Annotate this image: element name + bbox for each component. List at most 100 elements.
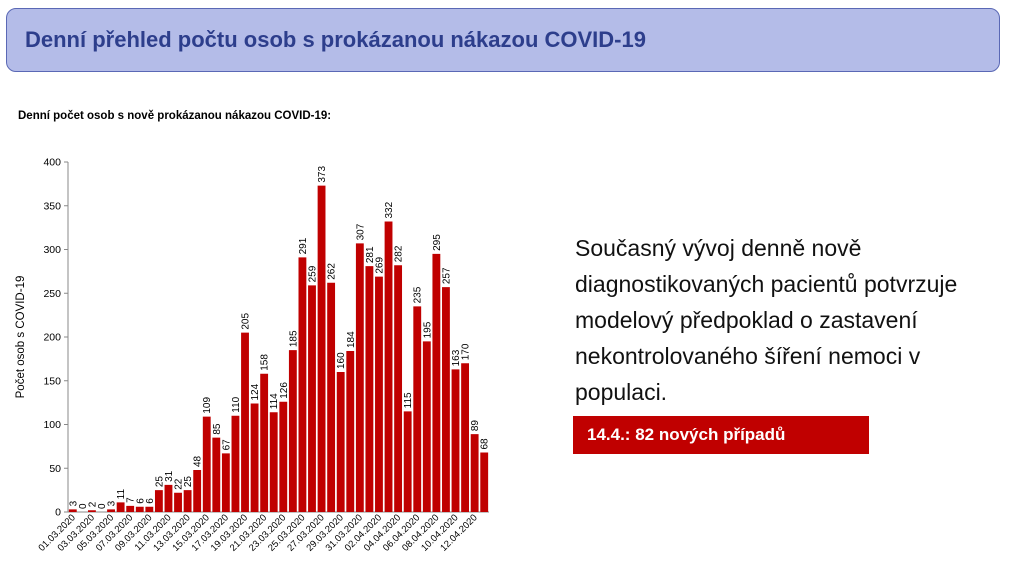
bar [365,266,374,513]
bar-value-label: 185 [288,330,299,347]
bar [384,221,393,512]
bar-value-label: 3 [107,500,118,506]
bar-value-label: 48 [193,455,204,467]
bar [480,452,489,512]
bar [269,412,278,512]
bar [154,490,163,513]
bar [394,265,403,512]
bar-value-label: 160 [336,352,347,369]
bar-value-label: 282 [394,245,405,262]
bar-value-label: 67 [221,439,232,451]
bar-value-label: 31 [164,470,175,482]
bar [432,253,441,513]
y-tick-label: 0 [55,507,61,519]
bar-value-label: 68 [480,438,491,450]
y-tick-label: 300 [43,244,61,256]
bar [336,372,345,512]
bar-value-label: 257 [441,267,452,284]
bar [241,332,249,512]
chart-title: Denní počet osob s nově prokázanou nákaz… [18,110,332,122]
bar [212,437,221,513]
bar-value-label: 114 [269,393,280,409]
bar-value-label: 115 [403,392,414,408]
bar-value-label: 6 [145,498,156,504]
bar [231,415,240,512]
bar [88,510,96,512]
bar-value-label: 295 [432,234,443,251]
bar-value-label: 269 [374,257,385,274]
y-tick-label: 100 [43,419,61,431]
bar [422,341,431,513]
bar-value-label: 184 [346,331,357,348]
bar-value-label: 262 [327,263,338,280]
bar [183,490,192,513]
bar [116,502,125,513]
title-banner: Denní přehled počtu osob s prokázanou ná… [6,8,1000,72]
bar-value-label: 110 [231,396,242,412]
bar [355,243,364,513]
bar-value-label: 7 [126,497,137,503]
bar-value-label: 126 [279,382,290,399]
bar [164,484,173,513]
bar-value-label: 291 [298,237,309,254]
bar-value-label: 158 [260,354,271,371]
bar-value-label: 205 [241,313,252,330]
bar-value-label: 307 [355,223,366,240]
y-tick-label: 400 [43,157,61,169]
y-axis-label: Počet osob s COVID-19 [15,276,27,399]
y-tick-label: 150 [43,375,61,387]
bar-value-label: 259 [307,265,318,282]
bar [250,403,259,512]
bar-value-label: 89 [470,420,481,432]
bar-value-label: 195 [422,321,433,338]
bar [442,287,450,513]
bar [260,373,269,512]
bar [68,509,77,513]
bar [298,257,307,513]
bar-value-label: 281 [365,246,376,263]
page-title: Denní přehled počtu osob s prokázanou ná… [25,27,646,52]
bar-value-label: 22 [174,478,185,490]
bar [375,276,383,513]
y-tick-label: 50 [49,463,61,475]
y-tick-label: 250 [43,288,61,300]
bar-value-label: 163 [451,349,462,366]
bar [174,492,182,512]
bar-value-label: 0 [97,503,108,509]
bar [317,185,326,513]
bar [461,363,470,512]
bar-value-label: 373 [317,166,328,183]
bar-value-label: 170 [461,343,472,360]
bar [308,285,316,513]
bar [413,306,422,513]
bar [135,506,144,512]
callout-box: 14.4.: 82 nových případů [573,416,869,454]
bar [346,351,355,512]
bar [145,506,154,512]
bar [279,401,288,512]
bar [470,434,479,513]
bar [202,416,211,513]
bar-value-label: 235 [413,286,424,303]
bar-value-label: 332 [384,201,395,218]
bar [288,350,297,513]
bar [193,470,202,512]
bar-value-label: 2 [87,501,98,507]
bar [403,411,412,513]
bar-value-label: 3 [68,500,79,506]
bar-value-label: 109 [202,397,213,414]
bar-value-label: 6 [135,498,146,504]
y-tick-label: 350 [43,200,61,212]
y-tick-label: 200 [43,332,61,344]
bar-value-label: 85 [212,423,223,435]
bar-value-label: 25 [154,476,165,488]
bar [221,453,230,513]
bar [126,505,135,513]
bar-value-label: 124 [250,383,261,400]
bar-value-label: 0 [78,503,89,509]
bar [327,282,336,512]
bar [451,369,460,513]
bar-value-label: 25 [183,476,194,488]
bar-value-label: 11 [116,489,127,500]
